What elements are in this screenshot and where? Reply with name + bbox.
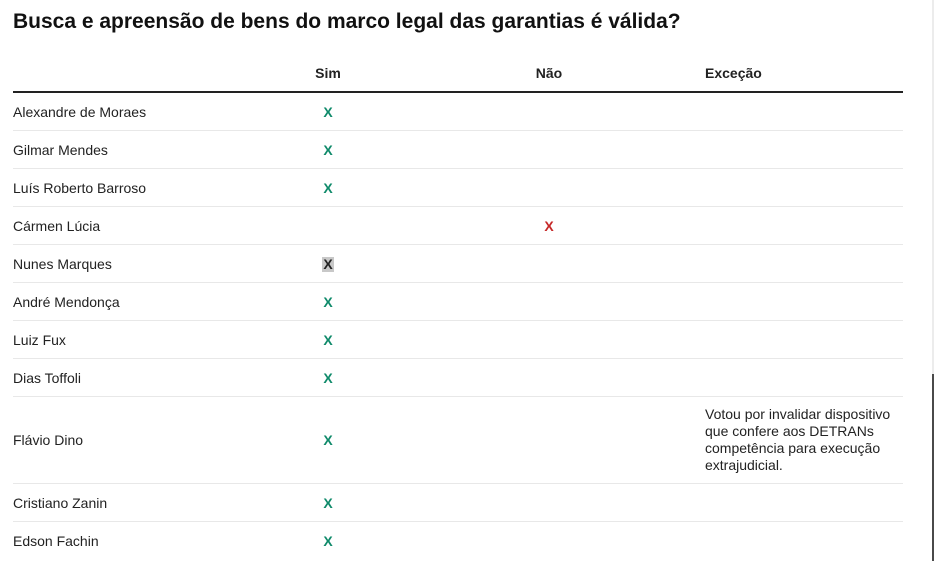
table-row: Cármen Lúcia X: [13, 206, 903, 245]
vote-sim-cell: X: [263, 244, 393, 283]
vote-nao-cell: [393, 168, 705, 207]
vote-nao-cell: [393, 130, 705, 169]
vote-nao-cell: [393, 320, 705, 359]
vote-sim-mark: X: [323, 179, 333, 196]
table-body: Alexandre de Moraes X Gilmar Mendes X Luís R…: [13, 92, 903, 559]
vote-sim-mark: X: [323, 494, 333, 511]
header-excecao: Exceção: [705, 55, 903, 93]
vote-nao-cell: [393, 483, 705, 522]
vote-sim-cell: X: [263, 358, 393, 397]
minister-name: Cristiano Zanin: [13, 483, 263, 522]
vote-excecao-cell: Votou por invalidar dispositivo que conf…: [705, 396, 903, 484]
vote-sim-cell: X: [263, 396, 393, 484]
minister-name: Cármen Lúcia: [13, 206, 263, 245]
vote-sim-mark: X: [323, 103, 333, 120]
minister-name: André Mendonça: [13, 282, 263, 321]
vote-sim-cell: X: [263, 522, 393, 560]
vote-sim-cell: X: [263, 282, 393, 321]
minister-name: Gilmar Mendes: [13, 130, 263, 169]
vote-sim-mark: X: [323, 293, 333, 310]
table-row: Nunes Marques X: [13, 244, 903, 283]
vote-nao-cell: [393, 396, 705, 484]
table-row: Dias Toffoli X: [13, 358, 903, 397]
table-header-row: Sim Não Exceção: [13, 55, 903, 93]
vote-excecao-cell: [705, 358, 903, 397]
vote-sim-cell: X: [263, 130, 393, 169]
table-row: Edson Fachin X: [13, 522, 903, 560]
minister-name: Flávio Dino: [13, 396, 263, 484]
vote-sim-cell: X: [263, 92, 393, 131]
vote-nao-cell: [393, 92, 705, 131]
vote-excecao-cell: [705, 244, 903, 283]
minister-name: Luís Roberto Barroso: [13, 168, 263, 207]
minister-name: Dias Toffoli: [13, 358, 263, 397]
vote-excecao-cell: [705, 483, 903, 522]
vote-sim-cell: X: [263, 320, 393, 359]
scrollbar-thumb[interactable]: [932, 374, 934, 561]
vote-nao-cell: [393, 282, 705, 321]
scrollbar-track[interactable]: [932, 0, 934, 561]
header-sim: Sim: [263, 55, 393, 93]
table-row: Cristiano Zanin X: [13, 483, 903, 522]
vote-sim-cell: [263, 206, 393, 245]
vote-nao-cell: [393, 522, 705, 560]
vote-sim-mark: X: [323, 331, 333, 348]
minister-name: Luiz Fux: [13, 320, 263, 359]
minister-name: Alexandre de Moraes: [13, 92, 263, 131]
vote-nao-cell: [393, 244, 705, 283]
vote-sim-mark: X: [322, 255, 334, 272]
vote-sim-cell: X: [263, 168, 393, 207]
table-row: Gilmar Mendes X: [13, 130, 903, 169]
votes-table: Sim Não Exceção Alexandre de Moraes X Gilm…: [13, 55, 903, 559]
vote-sim-cell: X: [263, 483, 393, 522]
vote-excecao-cell: [705, 282, 903, 321]
vote-nao-mark: X: [544, 217, 554, 234]
vote-sim-mark: X: [323, 369, 333, 386]
minister-name: Edson Fachin: [13, 532, 99, 549]
table-row: Luís Roberto Barroso X: [13, 168, 903, 207]
vote-sim-mark: X: [323, 532, 333, 549]
vote-excecao-cell: [705, 522, 903, 560]
vote-nao-cell: X: [393, 206, 705, 245]
vote-excecao-cell: [705, 320, 903, 359]
exception-note: Votou por invalidar dispositivo que conf…: [705, 406, 891, 473]
vote-excecao-cell: [705, 92, 903, 131]
header-nao: Não: [393, 55, 705, 93]
table-row: Flávio Dino X Votou por invalidar disposit…: [13, 396, 903, 484]
vote-sim-mark: X: [323, 432, 333, 448]
header-name: [13, 55, 263, 93]
vote-excecao-cell: [705, 168, 903, 207]
page-title: Busca e apreensão de bens do marco legal…: [13, 10, 681, 33]
vote-excecao-cell: [705, 206, 903, 245]
vote-nao-cell: [393, 358, 705, 397]
table-row: Luiz Fux X: [13, 320, 903, 359]
minister-name: Nunes Marques: [13, 244, 263, 283]
vote-sim-mark: X: [323, 141, 333, 158]
vote-excecao-cell: [705, 130, 903, 169]
table-row: André Mendonça X: [13, 282, 903, 321]
table-row: Alexandre de Moraes X: [13, 92, 903, 131]
